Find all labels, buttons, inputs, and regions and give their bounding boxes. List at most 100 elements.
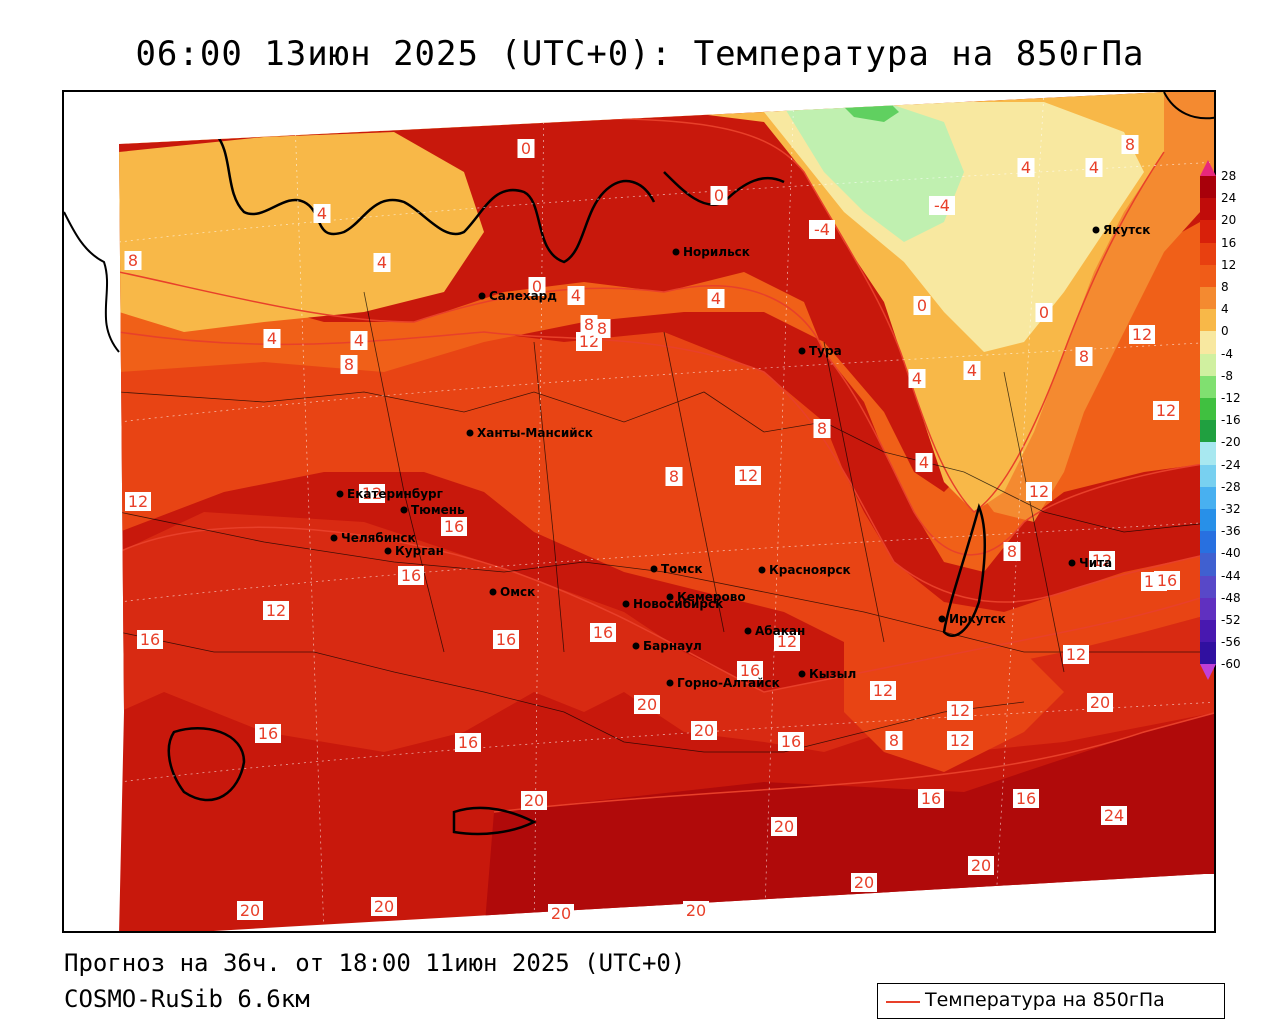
contour-label: 4 [354, 331, 364, 350]
contour-label: 12 [777, 632, 797, 651]
colorbar-segment [1200, 331, 1216, 354]
contour-label-bg [634, 695, 660, 714]
contour-label: 20 [637, 695, 657, 714]
contour-label: 20 [854, 873, 874, 892]
contour-label-bg [778, 732, 804, 751]
contour-label-bg [580, 315, 598, 334]
city-marker [632, 642, 640, 650]
colorbar-segment [1200, 442, 1216, 465]
colorbar-segment [1200, 264, 1216, 287]
city-label: Иркутск [949, 612, 1006, 626]
city-marker [650, 565, 658, 573]
colorbar-tick-label: -4 [1221, 346, 1233, 361]
colorbar-segment [1200, 464, 1216, 487]
contour-label: 0 [714, 186, 724, 205]
contour-label-bg [771, 817, 797, 836]
colorbar-segment [1200, 242, 1216, 265]
contour-label: 4 [711, 289, 721, 308]
contour-label: 20 [1090, 693, 1110, 712]
contour-label-bg [137, 630, 163, 649]
contour-label: 16 [1016, 789, 1036, 808]
colorbar-tick-label: -32 [1221, 502, 1241, 516]
colorbar-segment [1200, 287, 1216, 310]
contour-label: 4 [1089, 158, 1099, 177]
contour-label-bg [517, 139, 535, 158]
contour-label-bg [441, 517, 467, 536]
legend-line-swatch [886, 1001, 920, 1003]
city-label: Кемерово [677, 590, 746, 604]
contour-label: 8 [584, 315, 594, 334]
temp-band-12 [119, 332, 1214, 672]
contour-label: 8 [817, 419, 827, 438]
contour-label-bg [313, 204, 331, 223]
contour-label-bg [1035, 303, 1053, 322]
colorbar-tick-label: -24 [1221, 457, 1241, 472]
contour-label: 8 [1125, 135, 1135, 154]
contour-label: 4 [267, 329, 277, 348]
city-marker [672, 248, 680, 256]
colorbar-tick-label: 4 [1221, 302, 1229, 317]
contour-label-bg [691, 721, 717, 740]
colorbar-segment [1200, 198, 1216, 221]
colorbar-tick-label: 8 [1221, 280, 1229, 294]
contour-label: 12 [1066, 645, 1086, 664]
city-marker [384, 547, 392, 555]
forecast-info: Прогноз на 36ч. от 18:00 11июн 2025 (UTC… [64, 949, 686, 977]
contour-label: 12 [950, 701, 970, 720]
colorbar-tick-label: 12 [1221, 257, 1237, 272]
city-label: Томск [661, 562, 703, 576]
contour-label: 16 [1157, 571, 1177, 590]
city-label: Тюмень [411, 503, 465, 517]
contour-label: 20 [374, 897, 394, 916]
contour-label-bg [813, 419, 831, 438]
contour-label-bg [1075, 347, 1093, 366]
contour-label-bg [915, 453, 933, 472]
city-label: Чита [1079, 556, 1112, 570]
contour-label: 16 [458, 733, 478, 752]
contour-label: 20 [694, 721, 714, 740]
map-title: 06:00 13июн 2025 (UTC+0): Температура на… [135, 34, 1145, 74]
city-marker [478, 292, 486, 300]
contour-label: 4 [377, 253, 387, 272]
colorbar-segment [1200, 620, 1216, 643]
city-marker [666, 679, 674, 687]
colorbar-segment [1200, 575, 1216, 598]
contour-label-bg [590, 623, 616, 642]
temp-band-minus8 [784, 102, 964, 242]
city-marker [466, 429, 474, 437]
colorbar-segment [1200, 176, 1216, 199]
contour-label: 12 [950, 731, 970, 750]
isotherm-lines [119, 117, 1214, 813]
temp-band-0-west [119, 132, 484, 332]
colorbar-segment [1200, 597, 1216, 620]
contour-label-bg [528, 277, 546, 296]
city-label: Горно-Алтайск [677, 676, 780, 690]
city-marker [666, 593, 674, 601]
contour-label-bg [521, 791, 547, 810]
contour-label-bg [968, 856, 994, 875]
contour-label-bg [1085, 158, 1103, 177]
contour-label-bg [255, 724, 281, 743]
contour-label-bg [870, 681, 896, 700]
city-marker [1068, 559, 1076, 567]
legend-label: Температура на 850гПа [925, 989, 1165, 1011]
contour-label: 12 [738, 466, 758, 485]
contour-label: 4 [967, 361, 977, 380]
contour-label: 0 [1039, 303, 1049, 322]
contour-label: 0 [917, 296, 927, 315]
colorbar-tick-label: 0 [1221, 324, 1229, 339]
outer-coastlines [64, 92, 1214, 353]
contour-label: 12 [128, 492, 148, 511]
contour-label-bg [683, 901, 709, 920]
contour-label: 4 [912, 369, 922, 388]
contour-label: 8 [669, 467, 679, 486]
city-marker [330, 534, 338, 542]
contour-label-bg [774, 632, 800, 651]
contour-label: 20 [240, 901, 260, 920]
colorbar-segment [1200, 553, 1216, 576]
contour-label-bg [1026, 482, 1052, 501]
contour-label-bg [567, 286, 585, 305]
contour-label: 20 [524, 791, 544, 810]
